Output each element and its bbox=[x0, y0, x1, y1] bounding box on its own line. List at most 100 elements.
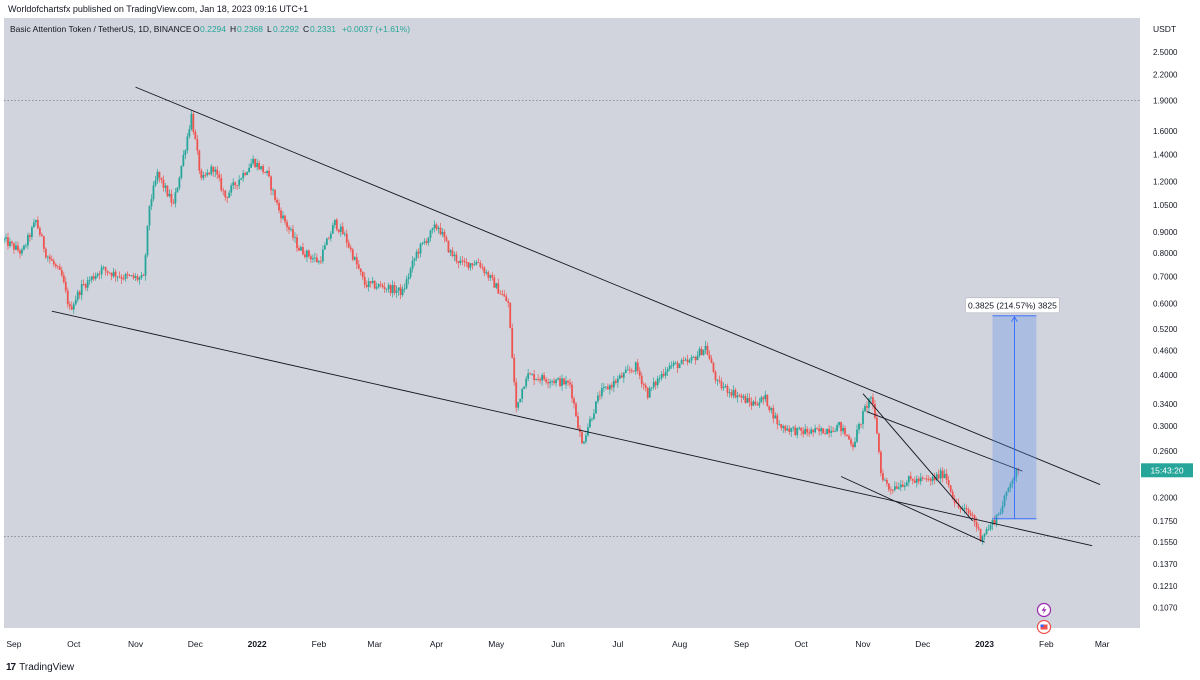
candle-body bbox=[734, 389, 737, 398]
candle-body bbox=[810, 429, 813, 434]
candle-body bbox=[555, 379, 557, 384]
candle-body bbox=[7, 237, 9, 246]
candle bbox=[172, 199, 175, 205]
candle bbox=[535, 378, 538, 381]
candle-body bbox=[1011, 480, 1014, 484]
candle-body bbox=[469, 263, 472, 268]
candle bbox=[413, 257, 416, 267]
time-tick-label: 2023 bbox=[975, 639, 994, 649]
time-tick-label: Oct bbox=[67, 639, 81, 649]
candle bbox=[758, 397, 761, 409]
candle bbox=[814, 424, 817, 434]
candle bbox=[909, 471, 912, 481]
candle bbox=[34, 219, 37, 227]
candle bbox=[718, 375, 721, 384]
horizontal-levels bbox=[4, 100, 1140, 538]
candle-body bbox=[294, 237, 296, 239]
candle-body bbox=[114, 271, 117, 277]
candle bbox=[949, 485, 952, 494]
candle-body bbox=[947, 480, 950, 486]
candle bbox=[800, 427, 803, 436]
candle bbox=[286, 219, 288, 232]
candle-body bbox=[973, 515, 976, 522]
time-tick-label: Apr bbox=[430, 639, 443, 649]
candle bbox=[485, 269, 488, 275]
candle bbox=[876, 412, 878, 435]
candle-body bbox=[571, 384, 573, 399]
candle-body bbox=[846, 434, 848, 436]
price-tick-label: 0.1210 bbox=[1153, 582, 1178, 591]
trendlines[interactable] bbox=[51, 86, 1101, 547]
candle bbox=[774, 412, 777, 419]
candle-body bbox=[786, 428, 789, 431]
candle-body bbox=[415, 251, 418, 259]
price-chart[interactable]: 0.3825 (214.57%) 3825 2.5000 2.2000 1.9000… bbox=[4, 18, 1196, 658]
candle bbox=[519, 398, 522, 403]
candle bbox=[642, 381, 645, 391]
candle bbox=[337, 228, 340, 234]
time-tick-label: Nov bbox=[128, 639, 144, 649]
candle bbox=[164, 182, 167, 193]
publisher-line: Worldofchartsfx published on TradingView… bbox=[8, 4, 309, 14]
candle-body bbox=[927, 478, 930, 480]
candle bbox=[54, 262, 57, 269]
candle bbox=[58, 263, 61, 271]
candle-body bbox=[866, 406, 868, 408]
candle-body bbox=[551, 381, 553, 382]
candle bbox=[593, 408, 595, 421]
candle bbox=[786, 424, 789, 432]
candle-body bbox=[696, 355, 699, 361]
candle bbox=[606, 383, 609, 390]
candle-body bbox=[1003, 495, 1006, 506]
time-tick-label: Dec bbox=[915, 639, 931, 649]
candle bbox=[248, 163, 251, 173]
candle bbox=[883, 477, 886, 481]
candle-body bbox=[433, 224, 436, 229]
candle-body bbox=[758, 402, 761, 406]
candle-body bbox=[282, 215, 284, 219]
candle bbox=[624, 366, 627, 374]
candle-body bbox=[642, 384, 645, 386]
candle-body bbox=[772, 407, 775, 419]
candle bbox=[794, 424, 797, 437]
ohlc-values: O 0.2294 H 0.2368 L 0.2292 C 0.2331 +0.0… bbox=[193, 24, 410, 34]
candle-body bbox=[882, 473, 884, 481]
candle bbox=[690, 354, 693, 364]
flag-icon[interactable] bbox=[1036, 619, 1052, 635]
chart-area[interactable]: 0.3825 (214.57%) 3825 2.5000 2.2000 1.9000… bbox=[4, 18, 1196, 658]
candle bbox=[431, 227, 434, 234]
candle-body bbox=[341, 226, 344, 235]
candle-body bbox=[152, 185, 155, 200]
candle-body bbox=[533, 374, 536, 381]
candle bbox=[913, 476, 916, 483]
candle-body bbox=[561, 378, 563, 386]
price-axis[interactable]: 2.5000 2.2000 1.9000 1.6000 1.4000 1.2000 1.05… bbox=[1153, 48, 1178, 612]
measure-tool[interactable]: 0.3825 (214.57%) 3825 bbox=[965, 297, 1060, 520]
candle-body bbox=[489, 275, 492, 278]
candle bbox=[505, 293, 508, 302]
candle-body bbox=[628, 369, 631, 371]
candle-body bbox=[664, 371, 667, 376]
time-axis[interactable]: Sep Oct Nov Dec 2022 Feb Mar Apr May Jun Jul Aug Sep… bbox=[6, 639, 1109, 649]
candle bbox=[752, 399, 755, 407]
candle-body bbox=[98, 273, 101, 275]
candle-body bbox=[453, 254, 456, 257]
candle-body bbox=[260, 166, 262, 170]
candle-body bbox=[840, 421, 842, 432]
lightning-icon[interactable] bbox=[1036, 602, 1052, 618]
candle-body bbox=[1007, 487, 1010, 492]
candle bbox=[943, 469, 946, 479]
candle-body bbox=[608, 385, 611, 390]
candle bbox=[744, 393, 747, 404]
candle bbox=[477, 258, 480, 264]
candle-body bbox=[581, 432, 583, 444]
candle bbox=[610, 382, 613, 391]
candle bbox=[437, 225, 440, 234]
candle-body bbox=[52, 260, 55, 265]
candle bbox=[447, 240, 450, 253]
candle-body bbox=[383, 287, 386, 290]
candle bbox=[140, 271, 143, 280]
candle-body bbox=[708, 354, 711, 359]
candle-body bbox=[638, 370, 641, 376]
candle bbox=[343, 231, 346, 237]
